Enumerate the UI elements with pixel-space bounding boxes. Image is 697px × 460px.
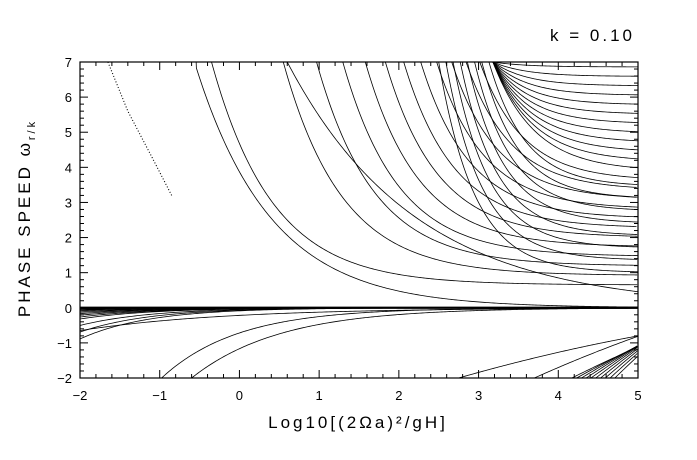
- x-tick-label: 5: [634, 388, 641, 403]
- x-tick-label: 1: [316, 388, 323, 403]
- gravity-east-curve-8: [420, 62, 638, 218]
- kelvin-curve-2: [195, 62, 638, 308]
- gravity-east-curve-13: [492, 62, 638, 169]
- gravity-east-curve-16: [492, 62, 638, 142]
- gravity-east-curve-15: [492, 62, 638, 151]
- y-tick-label: 2: [65, 231, 72, 246]
- kelvin-curve: [286, 62, 638, 293]
- y-tick-label: 1: [65, 266, 72, 281]
- y-tick-label: −2: [57, 371, 72, 386]
- x-tick-label: 0: [236, 388, 243, 403]
- rossby-curve-14: [80, 307, 638, 340]
- curves-group: [80, 62, 638, 378]
- gravity-east-bundle-6: [474, 62, 638, 210]
- y-axis-label-main: PHASE SPEED ω: [15, 140, 34, 317]
- plot-frame: [79, 61, 639, 379]
- gravity-east-curve-22: [492, 62, 638, 86]
- gravity-east-curve-23: [492, 62, 638, 77]
- gravity-east-bundle-2: [445, 62, 638, 260]
- y-tick-label: 6: [65, 90, 72, 105]
- gravity-east-curve-6: [384, 62, 638, 237]
- y-axis-label-subscript: r/k: [26, 119, 38, 140]
- westward-curve-2: [191, 307, 638, 378]
- gravity-east-curve-20: [492, 62, 638, 105]
- gravity-east-curve-1: [211, 62, 638, 286]
- plot-border: [79, 61, 639, 379]
- gravity-east-bundle-1: [438, 62, 638, 273]
- gravity-west-curve-2: [534, 335, 638, 378]
- gravity-east-curve-3: [316, 62, 638, 266]
- tick-labels-group: −2 −1 0 1 2 3 4 5 −2 −1 0 1 2 3 4 5 6 7: [57, 55, 641, 403]
- gravity-east-curve-4: [342, 62, 638, 257]
- gravity-east-curve-7: [403, 62, 637, 227]
- gravity-east-curve-2: [282, 62, 638, 276]
- gravity-west-curve-6: [585, 345, 638, 378]
- gravity-east-curve-11: [465, 62, 637, 188]
- gravity-west-curve-12: [614, 356, 638, 378]
- gravity-east-bundle-5: [467, 62, 638, 223]
- gravity-east-bundle-4: [459, 62, 638, 235]
- gravity-east-bundle-7: [481, 62, 638, 198]
- gravity-west-curve-8: [595, 347, 638, 378]
- x-axis-label: Log10[(2Ωa)²/gH]: [268, 413, 448, 432]
- gravity-west-curve-1: [458, 335, 638, 378]
- gravity-west-curve-10: [605, 350, 638, 378]
- gravity-east-curve-9: [436, 62, 638, 208]
- y-tick-label: 0: [65, 301, 72, 316]
- y-tick-label: −1: [57, 336, 72, 351]
- gravity-east-curve-14: [492, 62, 638, 160]
- y-tick-label: 4: [65, 160, 72, 175]
- x-tick-label: 2: [395, 388, 402, 403]
- gravity-east-curve-19: [492, 62, 638, 114]
- gravity-east-curve-10: [451, 62, 637, 198]
- y-tick-label: 5: [65, 125, 72, 140]
- y-axis-label: PHASE SPEED ωr/k: [15, 119, 38, 317]
- westward-curve-1: [161, 307, 638, 378]
- gravity-east-curve-12: [479, 62, 638, 179]
- gravity-east-bundle-8: [488, 62, 638, 185]
- ticks-group: [79, 61, 639, 379]
- gravity-west-curve-7: [590, 346, 638, 378]
- gravity-east-curve-18: [492, 62, 638, 123]
- gravity-east-curve-21: [492, 62, 638, 96]
- gravity-west-curve-9: [600, 348, 638, 378]
- gravity-east-curve-24: [492, 62, 638, 68]
- x-tick-label: −1: [152, 388, 167, 403]
- dotted-curve: [107, 62, 173, 196]
- chart-title: k = 0.10: [550, 26, 635, 45]
- y-tick-label: 3: [65, 195, 72, 210]
- x-tick-label: 3: [475, 388, 482, 403]
- gravity-west-curve-5: [581, 345, 638, 378]
- gravity-west-curve-11: [609, 353, 638, 378]
- gravity-east-bundle-3: [452, 62, 638, 248]
- x-tick-label: 4: [555, 388, 562, 403]
- gravity-east-curve-5: [364, 62, 638, 247]
- y-tick-label: 7: [65, 55, 72, 70]
- gravity-east-curve-17: [492, 62, 638, 133]
- x-tick-label: −2: [73, 388, 88, 403]
